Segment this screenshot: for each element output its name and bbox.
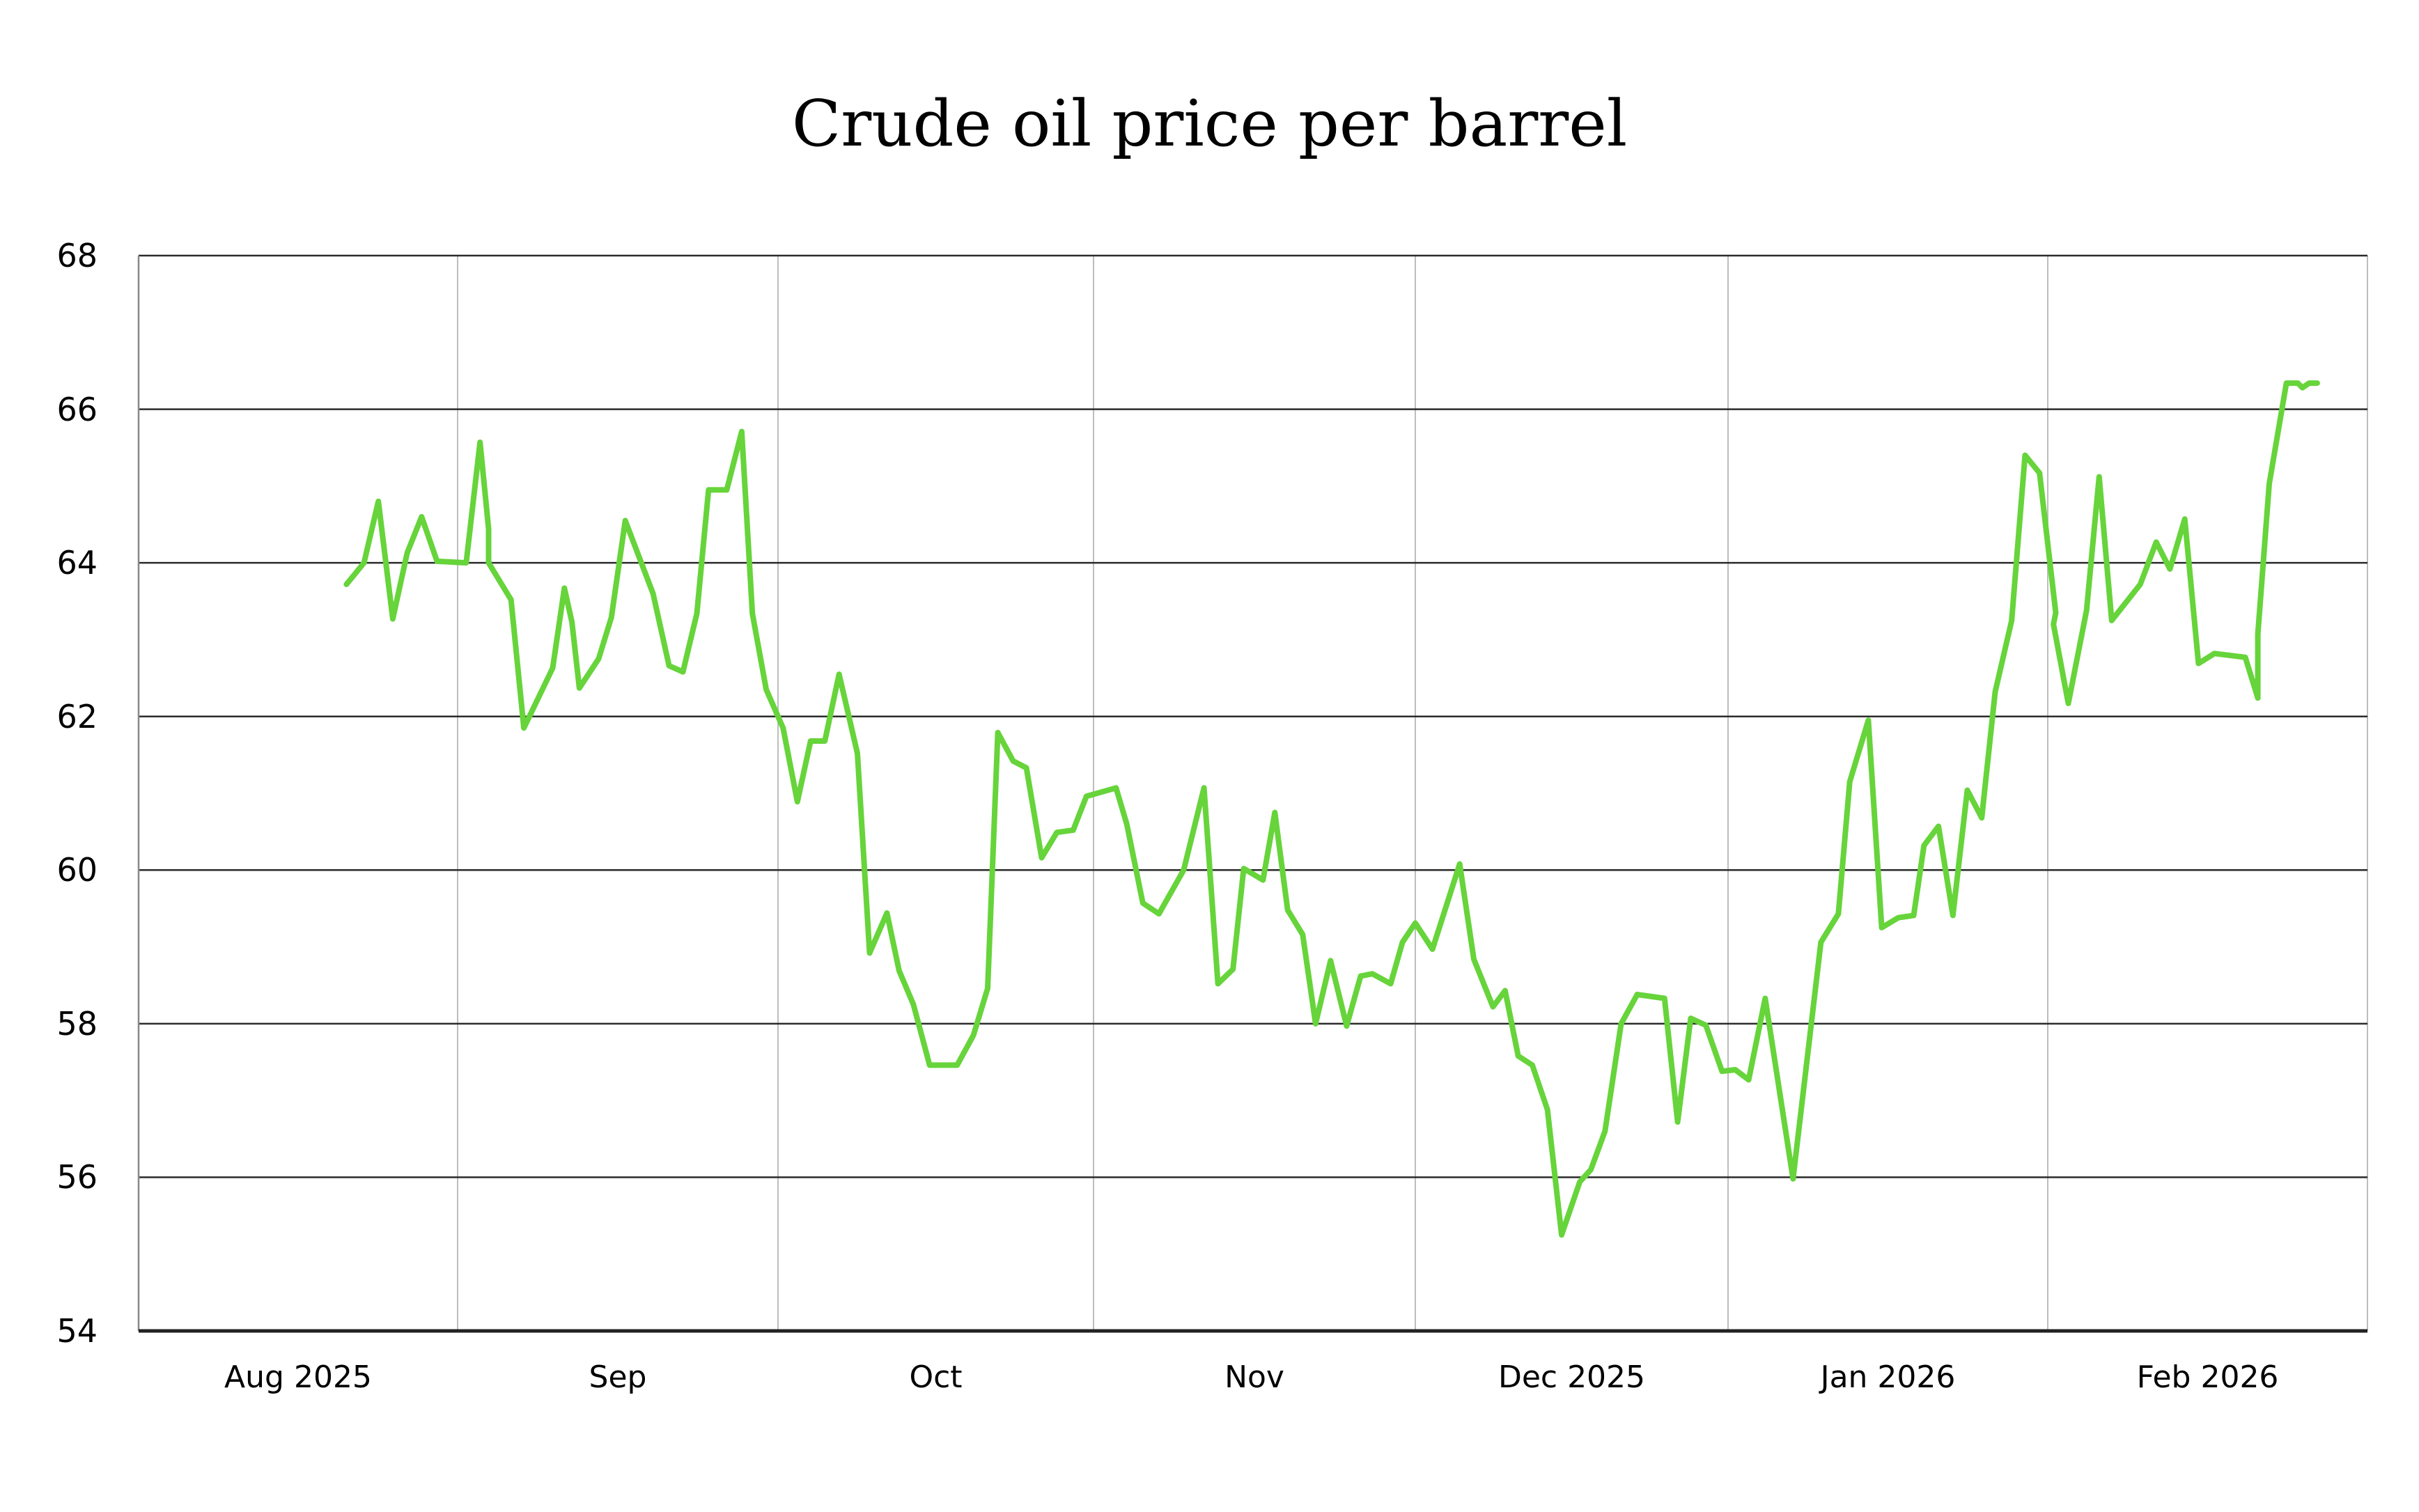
x-tick-label: Aug 2025 <box>224 1359 372 1395</box>
x-tick-label: Nov <box>1224 1359 1284 1395</box>
x-tick-label: Feb 2026 <box>2136 1359 2279 1395</box>
y-tick-label: 66 <box>56 390 98 428</box>
y-tick-label: 68 <box>56 237 98 274</box>
x-tick-label: Dec 2025 <box>1498 1359 1646 1395</box>
x-tick-label: Oct <box>909 1359 963 1395</box>
y-tick-label: 60 <box>56 851 98 889</box>
x-tick-label: Jan 2026 <box>1820 1359 1956 1395</box>
y-tick-label: 54 <box>56 1312 98 1350</box>
price-line <box>343 380 2320 1238</box>
x-tick-label: Sep <box>589 1359 647 1395</box>
horizontal-gridlines <box>139 254 2367 1178</box>
vertical-gridlines <box>457 256 2368 1331</box>
y-tick-label: 56 <box>56 1158 98 1197</box>
axes <box>137 256 2367 1333</box>
y-tick-label: 62 <box>56 697 98 735</box>
y-tick-label: 64 <box>56 544 98 582</box>
y-tick-label: 58 <box>56 1004 98 1043</box>
chart-title: Crude oil price per barrel <box>791 86 1628 161</box>
